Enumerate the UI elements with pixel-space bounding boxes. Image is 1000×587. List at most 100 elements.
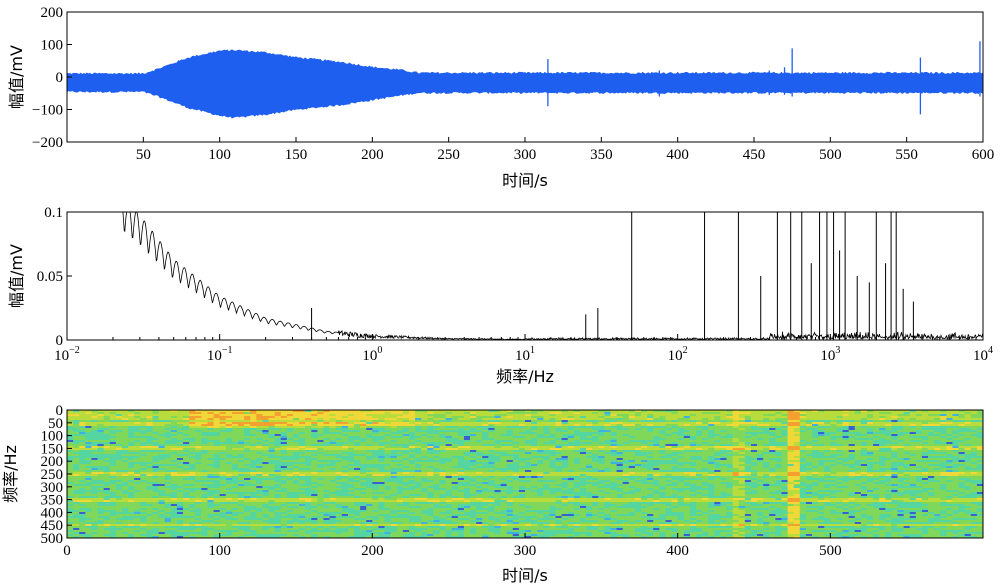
spectrogram-cell xyxy=(463,422,471,425)
spectrogram-cell xyxy=(250,474,257,477)
spectrogram-cell xyxy=(836,452,843,455)
spectrogram-cell xyxy=(103,424,111,427)
spectrogram-cell xyxy=(488,420,495,423)
spectrogram-cell xyxy=(812,432,819,435)
spectrogram-cell xyxy=(121,454,129,457)
spectrogram-cell xyxy=(848,430,856,433)
spectrogram-cell xyxy=(109,446,117,449)
spectrogram-cell xyxy=(866,422,874,425)
spectrogram-cell xyxy=(781,462,788,465)
spectrogram-cell xyxy=(659,434,666,437)
spectrogram-cell xyxy=(653,460,660,463)
spectrogram-cell xyxy=(280,462,288,465)
spectrogram-cell xyxy=(818,416,825,419)
spectrogram-cell xyxy=(482,436,489,439)
spectrogram-cell xyxy=(689,470,697,473)
spectrogram-cell xyxy=(170,452,178,455)
spectrogram-cell xyxy=(818,462,825,465)
spectrogram-cell xyxy=(732,452,740,455)
spectrogram-cell xyxy=(317,438,324,441)
spectrogram-cell xyxy=(897,434,905,437)
spectrogram-cell xyxy=(97,432,105,435)
spectrogram-cell xyxy=(250,450,257,453)
spectrogram-cell xyxy=(183,462,190,465)
spectrogram-cell xyxy=(781,442,788,445)
spectrogram-cell xyxy=(976,448,984,451)
spectrogram-cell xyxy=(805,458,813,461)
spectrogram-cell xyxy=(402,424,410,427)
spectrogram-cell xyxy=(433,442,440,445)
spectrogram-cell xyxy=(934,426,941,429)
spectrogram-cell xyxy=(750,414,758,417)
spectrogram-cell xyxy=(317,422,324,425)
spectrogram-cell xyxy=(757,456,764,459)
spectrogram-cell xyxy=(836,412,843,415)
spectrogram-cell xyxy=(445,460,453,463)
spectrogram-cell xyxy=(183,464,190,467)
spectrogram-cell xyxy=(750,460,758,463)
spectrogram-cell xyxy=(940,450,947,453)
spectrogram-cell xyxy=(525,426,532,429)
spectrogram-cell xyxy=(219,454,227,457)
spectrogram-cell xyxy=(555,432,563,435)
spectrogram-cell xyxy=(616,468,624,471)
spectrogram-cell xyxy=(543,452,550,455)
spectrogram-cell xyxy=(463,418,471,421)
spectrogram-cell xyxy=(91,446,98,449)
spectrogram-cell xyxy=(879,446,886,449)
spectrogram-cell xyxy=(170,414,178,417)
spectrogram-cell xyxy=(408,466,416,469)
spectrogram-cell xyxy=(775,454,782,457)
spectrogram-cell xyxy=(286,454,294,457)
spectrogram-cell xyxy=(555,470,563,473)
spectrogram-cell xyxy=(695,416,703,419)
spectrogram-cell xyxy=(842,470,850,473)
spectrogram-cell xyxy=(134,416,141,419)
spectrogram-cell xyxy=(415,444,422,447)
spectrogram-cell xyxy=(616,460,624,463)
spectrogram-cell xyxy=(134,466,141,469)
spectrogram-cell xyxy=(390,442,398,445)
spectrogram-cell xyxy=(341,416,349,419)
spectrogram-cell xyxy=(280,446,288,449)
spectrogram-cell xyxy=(677,432,685,435)
spectrogram-cell xyxy=(738,440,746,443)
spectrogram-cell xyxy=(958,470,966,473)
spectrogram-cell xyxy=(641,464,648,467)
spectrogram-cell xyxy=(317,448,324,451)
spectrogram-cell xyxy=(408,448,416,451)
spectrogram-cell xyxy=(970,410,978,413)
spectrogram-cell xyxy=(879,414,886,417)
spectrogram-cell xyxy=(714,438,721,441)
spectrogram-cell xyxy=(335,450,343,453)
spectrogram-cell xyxy=(170,462,178,465)
spectrogram-cell xyxy=(384,414,392,417)
spectrogram-cell xyxy=(292,466,300,469)
spectrogram-cell xyxy=(286,450,294,453)
spectrogram-cell xyxy=(128,472,135,475)
spectrogram-cell xyxy=(854,440,862,443)
spectrogram-cell xyxy=(146,462,153,465)
spectrogram-cell xyxy=(671,444,679,447)
spectrogram-cell xyxy=(476,434,483,437)
spectrogram-cell xyxy=(928,440,935,443)
spectrogram-cell xyxy=(183,454,190,457)
spectrogram-cell xyxy=(970,458,978,461)
spectrogram-cell xyxy=(457,464,465,467)
spectrogram-cell xyxy=(921,432,929,435)
spectrogram-cell xyxy=(598,440,605,443)
spectrogram-cell xyxy=(128,470,135,473)
spectrogram-cell xyxy=(176,430,184,433)
spectrogram-cell xyxy=(427,412,434,415)
spectrogram-cell xyxy=(109,474,117,477)
spectrogram-cell xyxy=(885,428,892,431)
spectrogram-cell xyxy=(586,420,593,423)
spectrogram-cell xyxy=(824,466,831,469)
spectrogram-cell xyxy=(641,452,648,455)
spectrogram-cell xyxy=(525,452,532,455)
spectrogram-cell xyxy=(457,454,465,457)
spectrogram-cell xyxy=(647,420,654,423)
spectrogram-cell xyxy=(262,418,269,421)
spectrogram-cell xyxy=(445,456,453,459)
spectrogram-cell xyxy=(665,464,672,467)
